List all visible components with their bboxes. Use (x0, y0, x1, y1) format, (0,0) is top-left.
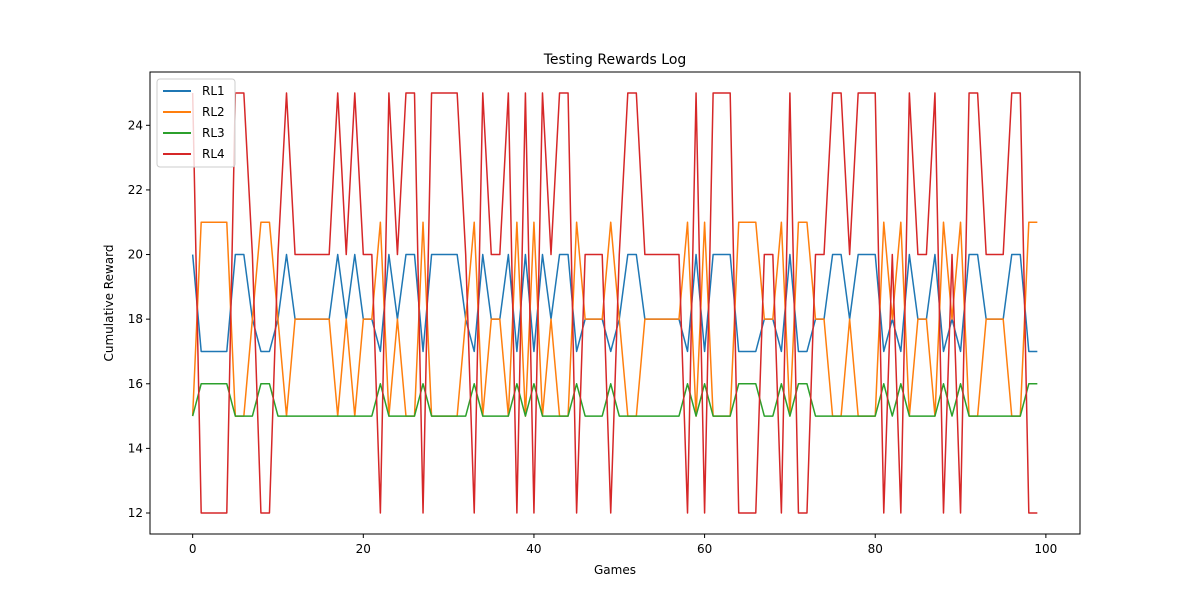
y-tick-label: 14 (128, 441, 143, 455)
chart-title: Testing Rewards Log (543, 52, 687, 68)
legend-label-rl3: RL3 (202, 126, 225, 140)
x-tick-label: 60 (697, 542, 712, 556)
x-tick-label: 0 (189, 542, 197, 556)
x-tick-label: 20 (356, 542, 371, 556)
series-line-rl1 (191, 253, 1038, 353)
plot-frame (149, 71, 1081, 535)
y-tick-label: 22 (128, 183, 143, 197)
legend-box (156, 78, 236, 168)
legend-label-rl2: RL2 (202, 105, 225, 119)
series-line-rl2 (191, 221, 1038, 417)
legend: RL1 RL2 RL3 RL4 (156, 78, 236, 168)
x-tick-label: 40 (526, 542, 541, 556)
legend-label-rl1: RL1 (202, 84, 225, 98)
x-axis: 0 20 40 60 80 100 (189, 534, 1057, 556)
x-axis-label: Games (594, 563, 636, 577)
y-tick-label: 20 (128, 248, 143, 262)
series-line-rl4 (191, 92, 1038, 514)
plot-lines (191, 92, 1038, 514)
y-axis: 12 14 16 18 20 22 24 (128, 118, 150, 520)
y-tick-label: 18 (128, 312, 143, 326)
x-tick-label: 100 (1034, 542, 1057, 556)
y-tick-label: 16 (128, 377, 143, 391)
y-axis-label: Cumulative Reward (102, 245, 116, 362)
legend-label-rl4: RL4 (202, 147, 225, 161)
y-tick-label: 24 (128, 118, 143, 132)
y-tick-label: 12 (128, 506, 143, 520)
x-tick-label: 80 (868, 542, 883, 556)
